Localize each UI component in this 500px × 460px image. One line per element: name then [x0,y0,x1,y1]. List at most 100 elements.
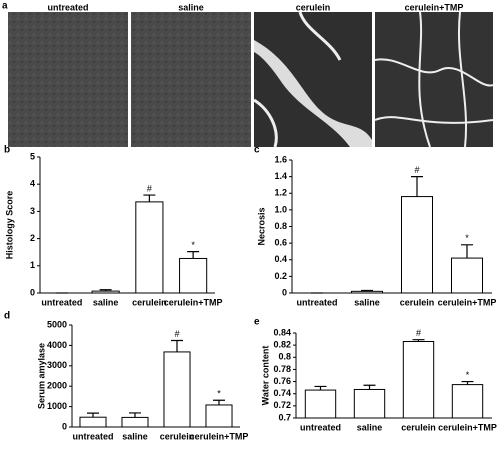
bar [353,388,386,419]
y-tick-label: 5 [30,151,35,161]
y-tick-label: 4 [30,179,35,189]
panel-label: a [2,1,8,12]
y-tick-label: 0.84 [273,327,291,337]
significance-marker: * [465,233,469,243]
y-tick-label: 0.76 [273,376,291,386]
y-tick-label: 1.6 [274,154,287,164]
x-tick-label: untreated [41,297,82,307]
x-tick-label: untreated [72,431,113,441]
y-tick-label: 1000 [47,401,67,411]
significance-marker: # [416,328,421,338]
bar [402,341,435,419]
y-axis-title: Histology Score [4,191,14,260]
bar [79,416,107,428]
micrograph [131,12,251,147]
y-axis-title: Water content [260,346,270,406]
x-tick-label: untreated [300,422,341,432]
y-tick-label: 2 [30,233,35,243]
error-bar [314,385,327,391]
y-axis-title: Necrosis [256,207,266,245]
bar [304,389,337,419]
significance-marker: * [217,389,221,399]
error-bar [87,412,99,418]
x-tick-label: saline [122,431,148,441]
y-tick-label: 1.4 [274,171,287,181]
error-bar [363,384,376,390]
panel-label: c [254,145,260,156]
micrograph [8,12,128,147]
bar [351,290,383,294]
panel-label: d [4,311,10,322]
x-tick-label: cerulein+TMP [164,297,223,307]
image-caption: cerulein [296,2,331,12]
y-tick-label: 0.2 [274,271,287,281]
y-tick-label: 2000 [47,381,67,391]
bar [91,290,120,294]
bar [451,384,484,419]
x-tick-label: cerulein [401,422,436,432]
error-bar [99,289,112,292]
x-tick-label: untreated [296,297,337,307]
y-tick-label: 1.2 [274,188,287,198]
error-bar [412,339,425,342]
tissue-gap [254,40,372,147]
y-tick-label: 0.78 [273,364,291,374]
bar [451,257,483,294]
y-tick-label: 0 [62,421,67,431]
y-tick-label: 0 [30,287,35,297]
y-tick-label: 3000 [47,360,67,370]
error-bar [187,251,200,259]
y-tick-label: 0 [282,287,287,297]
y-tick-label: 1.0 [274,204,287,214]
x-tick-label: cerulein+TMP [438,297,497,307]
bar [163,351,191,428]
x-tick-label: cerulein+TMP [438,422,497,432]
tissue-gap [253,11,342,148]
error-bar [213,399,225,405]
y-tick-label: 0.74 [273,388,291,398]
y-tick-label: 0.8 [274,221,287,231]
y-tick-label: 0.82 [273,340,291,350]
image-caption: untreated [47,2,88,12]
y-axis-title: Serum amylase [36,343,46,409]
x-tick-label: saline [357,422,383,432]
error-bar [129,412,141,418]
significance-marker: * [191,240,195,250]
error-bar [361,289,373,292]
panel-label: e [254,317,260,328]
y-tick-label: 0.4 [274,254,287,264]
error-bar [461,244,473,259]
error-bar [143,194,156,202]
y-tick-label: 0.8 [278,352,291,362]
error-bar [411,176,423,197]
y-tick-label: 5000 [47,319,67,329]
y-tick-label: 4000 [47,340,67,350]
y-tick-label: 0.72 [273,400,291,410]
x-tick-label: cerulein+TMP [190,431,249,441]
bar [401,196,433,294]
bar [135,201,164,294]
x-tick-label: saline [93,297,119,307]
y-tick-label: 1 [30,260,35,270]
x-tick-label: cerulein [400,297,435,307]
significance-marker: # [147,183,152,193]
micrograph [375,12,493,147]
micrographs [8,11,494,148]
image-caption: saline [178,2,204,12]
y-tick-label: 0.6 [274,238,287,248]
x-tick-label: saline [354,297,380,307]
bar [121,416,149,428]
x-tick-label: cerulein [132,297,167,307]
y-tick-label: 3 [30,206,35,216]
panel-label: b [4,145,10,156]
significance-marker: # [174,329,179,339]
tissue-gap [374,11,494,148]
significance-marker: * [466,370,470,380]
image-caption: cerulein+TMP [405,2,464,12]
error-bar [461,380,474,385]
significance-marker: # [414,165,419,175]
bar [205,404,233,428]
y-tick-label: 0.7 [278,412,291,422]
